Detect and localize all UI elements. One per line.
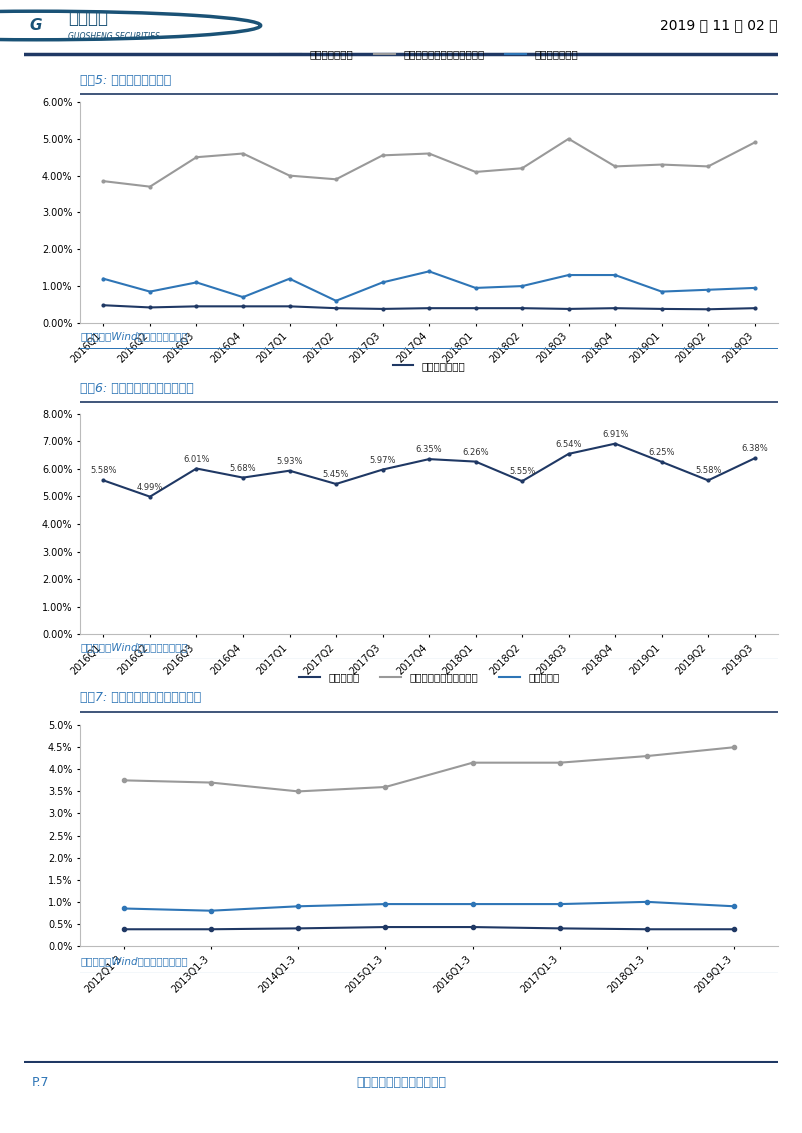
Text: 5.93%: 5.93% — [276, 457, 303, 466]
Text: 5.58%: 5.58% — [695, 467, 722, 476]
Text: 5.97%: 5.97% — [369, 455, 396, 465]
Legend: 销售费用率, 管理费用率（加回研发）, 财务费用率: 销售费用率, 管理费用率（加回研发）, 财务费用率 — [294, 668, 564, 687]
Text: 5.45%: 5.45% — [323, 470, 349, 479]
Text: 请仔细阅读本报告末页声明: 请仔细阅读本报告末页声明 — [356, 1075, 446, 1089]
Text: 5.68%: 5.68% — [229, 463, 257, 472]
Text: 6.25%: 6.25% — [648, 448, 675, 457]
Text: 图表6: 建筑板块单季期间费用率: 图表6: 建筑板块单季期间费用率 — [80, 382, 194, 395]
Text: GUOSHENG SECURITIES: GUOSHENG SECURITIES — [68, 32, 160, 41]
Text: 6.35%: 6.35% — [415, 445, 443, 454]
Text: 5.58%: 5.58% — [90, 467, 117, 476]
Text: 5.55%: 5.55% — [509, 467, 535, 476]
Text: 6.01%: 6.01% — [183, 454, 210, 463]
Text: 资料来源：Wind，国盛证券研究所: 资料来源：Wind，国盛证券研究所 — [80, 642, 188, 651]
Text: 4.99%: 4.99% — [137, 483, 163, 492]
Legend: 单季期间费用率: 单季期间费用率 — [388, 357, 470, 375]
Text: 资料来源：Wind，国盛证券研究所: 资料来源：Wind，国盛证券研究所 — [80, 956, 188, 965]
Text: 2019 年 11 月 02 日: 2019 年 11 月 02 日 — [660, 18, 778, 33]
Text: P.7: P.7 — [31, 1075, 49, 1089]
Legend: 单季销售费用率, 单季管理费用率（加回研发）, 单季财务费用率: 单季销售费用率, 单季管理费用率（加回研发）, 单季财务费用率 — [276, 45, 582, 63]
Text: 6.54%: 6.54% — [555, 440, 582, 449]
Text: G: G — [30, 18, 43, 33]
Text: 图表5: 建筑板块单季三费: 图表5: 建筑板块单季三费 — [80, 74, 172, 87]
Text: 国盛证券: 国盛证券 — [68, 9, 108, 27]
Text: 6.38%: 6.38% — [741, 444, 768, 453]
Text: 资料来源：Wind，国盛证券研究所: 资料来源：Wind，国盛证券研究所 — [80, 332, 188, 341]
Text: 6.91%: 6.91% — [602, 429, 629, 438]
Text: 6.26%: 6.26% — [462, 448, 489, 457]
Text: 图表7: 建筑板块历年前三季度三费: 图表7: 建筑板块历年前三季度三费 — [80, 691, 201, 705]
